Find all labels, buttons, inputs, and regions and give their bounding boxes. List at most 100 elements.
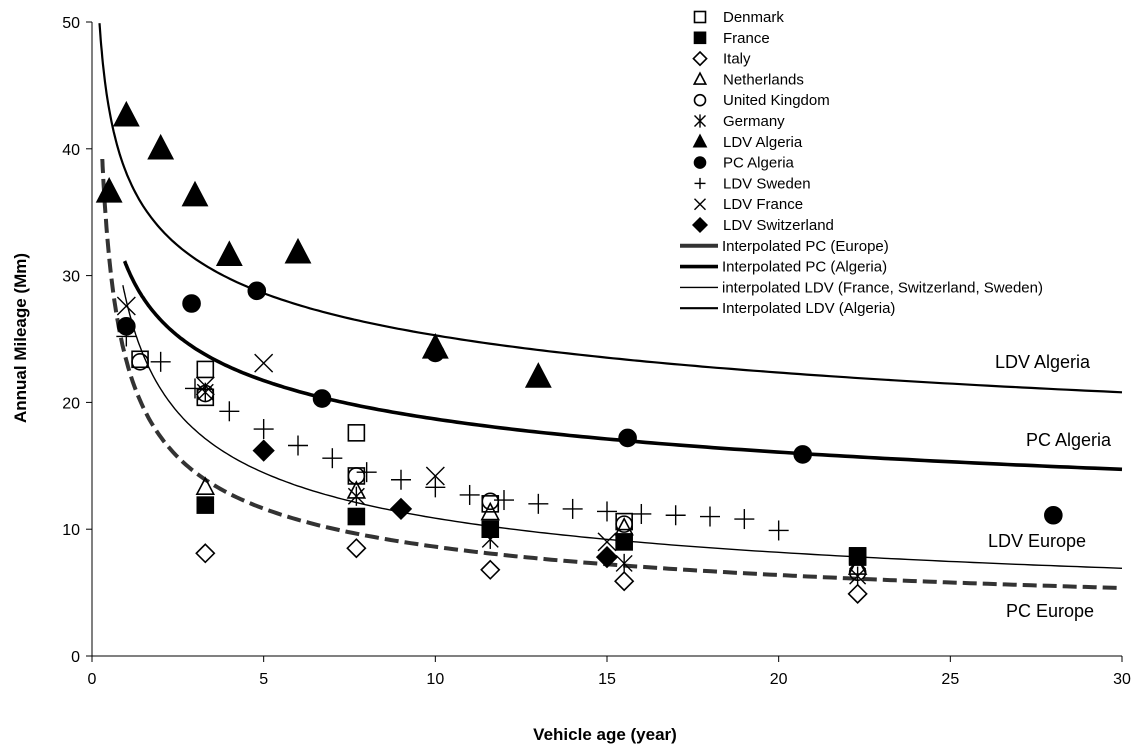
y-tick-label: 20 <box>62 395 80 412</box>
point-france <box>848 547 867 565</box>
legend-label-italy: Italy <box>723 51 751 68</box>
legend-label-netherlands: Netherlands <box>723 71 804 88</box>
point-ldv-sweden <box>253 419 274 440</box>
point-ldv-algeria <box>181 180 209 207</box>
legend-label-united-kingdom: United Kingdom <box>723 92 830 109</box>
legend-marker-ldv-france <box>694 198 706 211</box>
legend: Denmark France Italy Netherlands United King… <box>680 9 1043 317</box>
legend-marker-france <box>693 31 707 45</box>
legend-label-pc-algeria: PC Algeria <box>723 155 795 172</box>
point-ldv-sweden <box>356 462 377 483</box>
point-ldv-algeria <box>147 133 175 160</box>
legend-label-interpolated-pc-algeria: Interpolated PC (Algeria) <box>722 259 887 276</box>
point-italy <box>614 571 635 592</box>
point-denmark <box>196 360 215 379</box>
point-ldv-sweden <box>459 484 480 505</box>
legend-marker-germany <box>694 114 706 128</box>
point-ldv-sweden <box>116 326 137 347</box>
point-ldv-algeria <box>284 237 312 264</box>
point-netherlands <box>195 476 216 495</box>
x-tick-label: 15 <box>598 671 616 688</box>
series-italy <box>195 538 868 604</box>
point-ldv-sweden <box>562 498 583 519</box>
point-ldv-sweden <box>597 501 617 522</box>
x-tick-label: 20 <box>770 671 788 688</box>
point-ldv-algeria <box>215 240 243 267</box>
point-ldv-sweden <box>391 469 411 490</box>
point-pc-algeria <box>618 428 637 448</box>
x-tick-label: 30 <box>1113 671 1131 688</box>
point-pc-algeria <box>182 294 201 313</box>
y-tick-label: 40 <box>62 142 80 159</box>
point-pc-algeria <box>312 389 332 408</box>
curve-label-ldv-algeria: LDV Algeria <box>995 352 1091 372</box>
curve-label-pc-algeria: PC Algeria <box>1026 430 1112 450</box>
point-germany <box>615 553 633 574</box>
curve-label-pc-europe: PC Europe <box>1006 601 1094 621</box>
legend-label-france: France <box>723 30 770 47</box>
fitted-curves <box>98 23 1123 590</box>
point-ldv-sweden <box>322 448 343 469</box>
y-tick-label: 50 <box>62 15 80 32</box>
point-pc-algeria <box>793 445 813 464</box>
curve-interpolated-ldv-france-switzerland-sweden <box>122 285 1123 569</box>
point-ldv-sweden <box>528 493 549 514</box>
point-france <box>615 533 633 551</box>
point-italy <box>480 559 501 580</box>
point-ldv-sweden <box>665 505 686 526</box>
point-ldv-sweden <box>185 378 205 399</box>
point-netherlands <box>614 517 634 536</box>
series-pc-algeria <box>117 281 1063 525</box>
y-tick-label: 0 <box>71 649 80 666</box>
point-italy <box>847 583 868 604</box>
legend-label-interpolated-pc-europe: Interpolated PC (Europe) <box>722 238 889 255</box>
series-united-kingdom <box>131 353 867 582</box>
legend-marker-pc-algeria <box>693 156 707 169</box>
curve-interpolated-pc-europe <box>100 159 1123 590</box>
legend-label-interpolated-ldv-algeria: Interpolated LDV (Algeria) <box>722 300 895 317</box>
point-germany <box>849 566 867 586</box>
curve-label-ldv-europe: LDV Europe <box>988 531 1086 551</box>
legend-marker-italy <box>692 50 708 67</box>
series-germany <box>196 382 867 586</box>
point-germany <box>347 486 365 506</box>
series-ldv-switzerland <box>252 439 619 569</box>
point-ldv-france <box>254 353 274 373</box>
legend-label-ldv-algeria: LDV Algeria <box>723 134 803 151</box>
x-tick-label: 10 <box>426 671 444 688</box>
data-points <box>95 100 1063 604</box>
point-netherlands <box>480 501 500 521</box>
point-ldv-sweden <box>700 506 720 527</box>
legend-label-ldv-france: LDV France <box>723 196 803 213</box>
point-ldv-sweden <box>425 477 446 498</box>
axes: 0 10 20 30 40 50 0 5 10 15 20 25 30 <box>62 15 1131 688</box>
point-ldv-france <box>597 532 617 552</box>
point-denmark <box>347 424 366 442</box>
point-pc-algeria <box>247 281 267 301</box>
point-ldv-sweden <box>150 351 171 372</box>
point-germany <box>481 529 499 549</box>
point-united-kingdom <box>481 492 500 511</box>
point-ldv-algeria <box>524 362 552 388</box>
series-ldv-sweden <box>116 326 789 541</box>
point-ldv-algeria <box>112 100 140 127</box>
series-ldv-france <box>116 296 617 552</box>
point-italy <box>346 538 367 559</box>
point-pc-algeria <box>426 343 445 363</box>
point-ldv-switzerland <box>595 545 619 569</box>
series-ldv-algeria <box>95 100 552 388</box>
x-tick-label: 5 <box>259 671 268 688</box>
legend-marker-denmark <box>693 10 707 24</box>
point-ldv-switzerland <box>389 497 413 521</box>
legend-label-germany: Germany <box>723 113 785 130</box>
point-ldv-sweden <box>631 503 652 524</box>
legend-label-ldv-switzerland: LDV Switzerland <box>723 217 834 234</box>
x-axis-title: Vehicle age (year) <box>533 725 677 744</box>
x-tick-label: 0 <box>88 671 97 688</box>
point-united-kingdom <box>131 353 149 371</box>
legend-label-interpolated-ldv-france-switzerland-sweden: interpolated LDV (France, Switzerland, S… <box>722 279 1043 296</box>
point-ldv-sweden <box>288 435 308 456</box>
point-ldv-sweden <box>219 401 240 422</box>
legend-label-denmark: Denmark <box>723 9 784 26</box>
